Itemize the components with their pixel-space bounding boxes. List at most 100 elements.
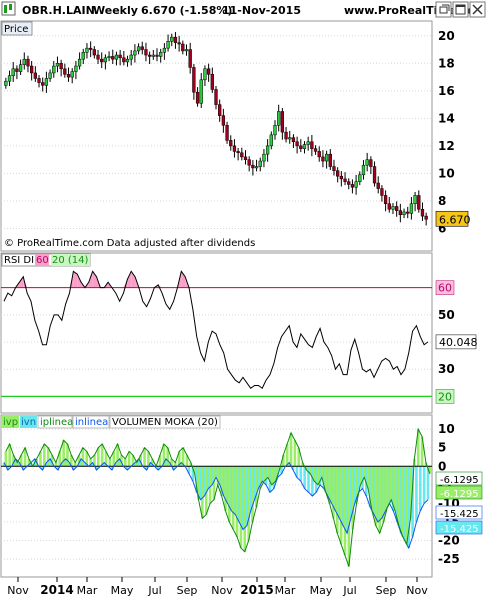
price-label: Price <box>4 24 28 35</box>
price-candle-body <box>417 195 421 210</box>
price-candle-body <box>114 54 119 60</box>
rsi-overbought-fill <box>77 274 82 288</box>
rsi-level-20-label: 20 <box>438 390 452 403</box>
price-candle-body <box>133 50 137 56</box>
price-candle-body <box>236 151 240 154</box>
price-candle-body <box>206 68 211 75</box>
header-bar <box>0 0 490 20</box>
price-candle-body <box>199 79 203 104</box>
price-candle-body <box>420 208 425 217</box>
rsi-overbought-fill <box>69 271 74 288</box>
rsi-tick-label: 30 <box>438 362 455 376</box>
moka-value-box <box>435 520 483 535</box>
price-last-value: 6.670 <box>439 213 471 226</box>
price-candles <box>4 32 428 226</box>
price-candle-body <box>70 71 74 78</box>
price-candle-body <box>214 89 218 105</box>
price-candle-body <box>240 152 244 158</box>
price-candle-body <box>243 156 248 160</box>
price-candle-body <box>262 153 266 162</box>
x-tick-label: Sep <box>376 584 397 597</box>
window-close-icon[interactable] <box>469 1 486 18</box>
price-candle-body <box>184 49 189 52</box>
rsi-current-label: 40.048 <box>439 336 478 349</box>
price-candle-body <box>336 170 340 177</box>
price-gridlines <box>1 35 432 229</box>
price-last-value-box <box>435 210 469 227</box>
price-candle-body <box>26 58 30 67</box>
price-candle-body <box>140 46 144 50</box>
price-candle-body <box>369 159 373 167</box>
chart-period: Weekly <box>93 4 138 17</box>
price-candle-body <box>424 215 428 220</box>
price-candle-body <box>7 75 12 82</box>
price-candle-body <box>100 58 104 63</box>
price-candle-body <box>136 46 141 52</box>
moka-panel-frame <box>0 414 433 578</box>
moka-label-ivn: ivn <box>21 417 36 428</box>
price-candle-body <box>192 67 196 93</box>
moka-label-inlinea: inlinea <box>75 417 108 428</box>
price-candle-body <box>173 36 178 43</box>
price-candle-body <box>277 111 281 126</box>
window-restore-icon[interactable] <box>435 1 452 18</box>
price-candle-body <box>129 54 133 60</box>
price-candle-body <box>343 178 347 182</box>
moka-label-title: VOLUMEN MOKA (20) <box>112 417 218 428</box>
moka-label-iplinea: iplinea <box>40 417 73 428</box>
moka-tick-label: -25 <box>438 552 460 566</box>
rsi-overbought-fill <box>19 276 24 288</box>
price-candle-body <box>295 141 299 147</box>
rsi-panel-frame <box>0 252 433 414</box>
price-candle-body <box>44 78 49 86</box>
price-candle-body <box>11 68 15 76</box>
price-candle-body <box>232 145 237 152</box>
price-candle-body <box>88 47 93 50</box>
x-tick-label: Nov <box>406 584 428 597</box>
price-candle-body <box>306 141 310 145</box>
price-candle-body <box>398 210 402 215</box>
price-candle-body <box>350 184 355 188</box>
price-candle-body <box>284 131 288 140</box>
price-tick-label: 16 <box>438 84 455 98</box>
price-candle-body <box>324 153 329 162</box>
price-candle-body <box>170 36 174 42</box>
moka-label-ivp-box <box>2 416 19 428</box>
price-footer: © ProRealTime.com Data adjusted after di… <box>4 238 255 249</box>
moka-series <box>1 427 432 567</box>
moka-tick-label: 10 <box>438 422 455 436</box>
price-candle-body <box>118 54 122 59</box>
chart-quote: 6.670 (-1.58%) <box>141 4 232 17</box>
rsi-line <box>3 270 429 389</box>
price-candle-body <box>166 41 170 49</box>
price-candle-body <box>269 134 273 147</box>
window-restore-icon[interactable] <box>1 1 16 16</box>
price-candle-body <box>317 151 321 158</box>
moka-tick-label: 5 <box>438 441 446 455</box>
price-candle-body <box>218 104 222 116</box>
price-candle-body <box>159 52 163 57</box>
rsi-label-name: RSI DI <box>4 255 34 266</box>
price-candle-body <box>77 58 82 67</box>
price-candle-body <box>313 148 318 152</box>
window-maximize-icon[interactable] <box>452 1 469 18</box>
price-candle-body <box>221 115 226 126</box>
price-candle-body <box>59 63 63 70</box>
price-candle-body <box>395 206 399 211</box>
price-candle-body <box>188 49 192 68</box>
price-tick-label: 10 <box>438 166 455 180</box>
x-tick-label: Nov <box>7 584 29 597</box>
rsi-label-20-box <box>51 254 90 266</box>
price-candle-body <box>15 68 19 72</box>
price-candle-body <box>33 72 37 79</box>
price-candle-body <box>151 54 155 57</box>
rsi-tick-label: 50 <box>438 308 455 322</box>
price-candle-body <box>247 159 251 166</box>
moka-value-label: -15.425 <box>440 509 479 520</box>
price-candle-body <box>210 74 214 90</box>
price-candle-body <box>41 82 45 86</box>
rsi-overbought-fill <box>127 271 132 288</box>
price-candle-body <box>339 175 344 180</box>
price-candle-body <box>321 156 325 162</box>
chart-symbol: OBR.H.LAIN <box>22 4 95 17</box>
